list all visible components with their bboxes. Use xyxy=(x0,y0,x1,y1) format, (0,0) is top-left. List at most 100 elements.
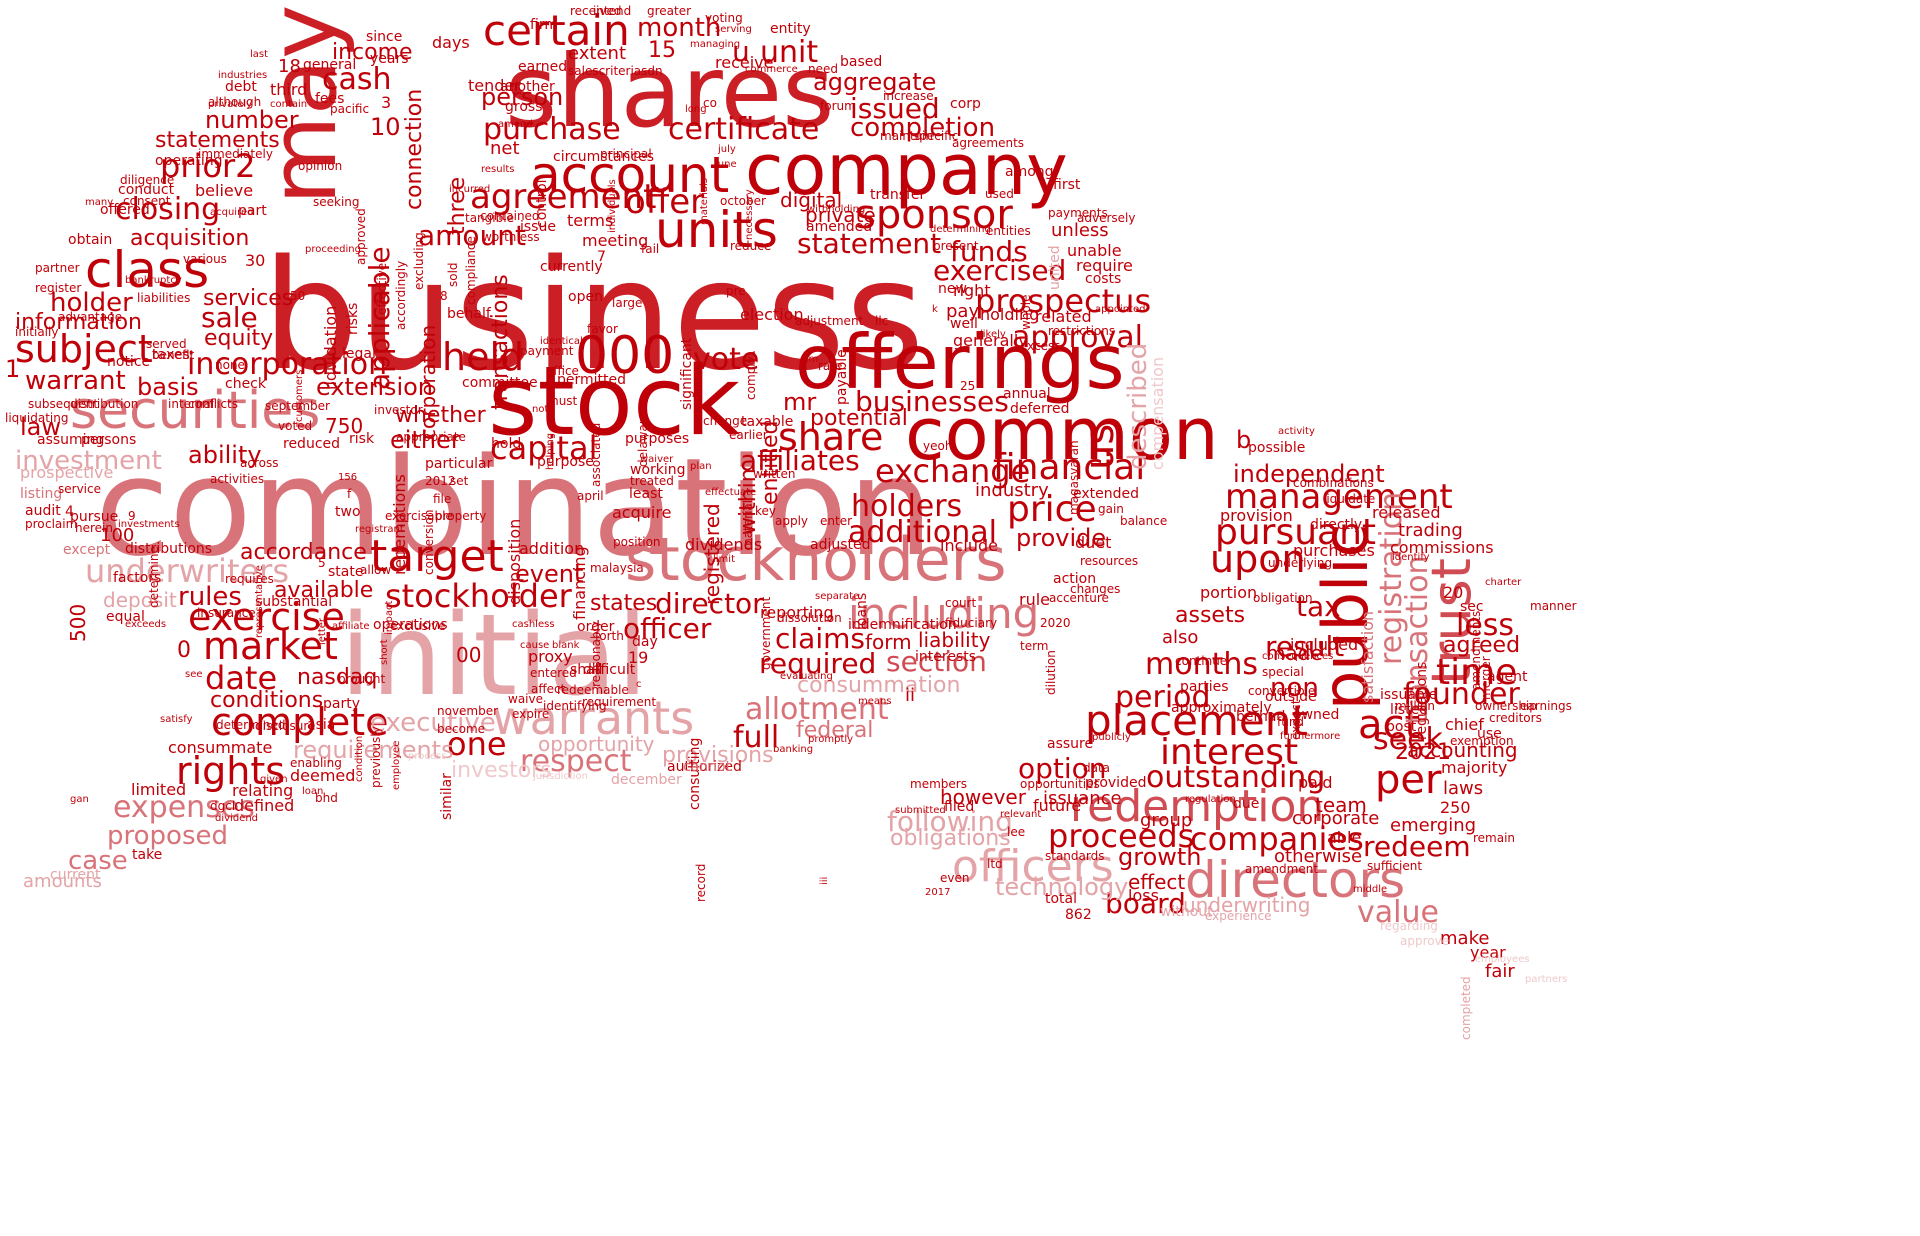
cloud-word-compliance: compliance xyxy=(464,236,478,305)
cloud-word-provide: provide xyxy=(1016,524,1107,552)
cloud-word-among: among xyxy=(1005,164,1054,180)
cloud-word-upon: upon xyxy=(1210,537,1306,581)
cloud-word-law: law xyxy=(20,413,62,441)
cloud-word-required: required xyxy=(759,647,877,680)
cloud-word-investors: investors xyxy=(451,758,552,783)
cloud-word-gain: gain xyxy=(1098,502,1124,516)
cloud-word-first: first xyxy=(1053,177,1081,193)
cloud-word-amendments: amendments xyxy=(1469,610,1483,690)
cloud-word-regarding: regarding xyxy=(1380,919,1438,933)
cloud-word-net: net xyxy=(490,138,520,159)
cloud-word-firm: firm xyxy=(530,17,558,33)
cloud-word-election: election xyxy=(740,305,804,324)
cloud-word-charter: charter xyxy=(1485,577,1522,588)
cloud-word-period: period xyxy=(1115,680,1211,715)
cloud-word-exchange: exchange xyxy=(875,452,1031,490)
cloud-word-partner: partner xyxy=(35,261,80,275)
cloud-word-n30: 30 xyxy=(245,251,266,270)
cloud-word-entity: entity xyxy=(770,21,811,37)
cloud-word-standards: standards xyxy=(1045,849,1105,863)
cloud-word-tangible: tangible xyxy=(465,211,514,225)
cloud-word-cash: cash xyxy=(322,62,392,97)
cloud-word-consequences: consequences xyxy=(1262,651,1334,662)
cloud-word-operations: operations xyxy=(373,617,448,633)
cloud-word-technology: technology xyxy=(995,873,1129,901)
cloud-word-equity: equity xyxy=(204,326,274,351)
cloud-word-persons: persons xyxy=(81,432,137,448)
cloud-word-issue: issue xyxy=(520,219,556,235)
cloud-word-common: common xyxy=(905,392,1219,476)
cloud-word-last: last xyxy=(250,49,269,60)
cloud-word-special: special xyxy=(1262,665,1304,679)
cloud-word-identical: identical xyxy=(540,336,583,347)
cloud-word-adjustment: adjustment xyxy=(795,314,864,328)
cloud-word-materials: materials xyxy=(699,178,710,225)
cloud-word-effectuate: effectuate xyxy=(705,487,757,498)
cloud-word-growth: growth xyxy=(1118,843,1202,871)
cloud-word-claims: claims xyxy=(775,622,865,655)
cloud-word-iii: iii xyxy=(819,876,830,885)
cloud-word-holder: holder xyxy=(50,288,133,318)
cloud-word-services: services xyxy=(203,286,294,311)
cloud-word-statement: statement xyxy=(797,227,942,260)
cloud-word-portion: portion xyxy=(1200,583,1258,602)
cloud-word-large: large xyxy=(612,296,643,310)
cloud-word-prospectus: prospectus xyxy=(975,282,1152,320)
cloud-word-bankruptcy: bankruptcy xyxy=(125,275,182,286)
cloud-word-n2021: 2021 xyxy=(1395,740,1451,765)
cloud-word-enabling: enabling xyxy=(290,756,342,770)
cloud-word-unit: unit xyxy=(760,35,819,70)
cloud-word-dilution: dilution xyxy=(1044,650,1058,695)
cloud-word-class: class xyxy=(85,241,210,299)
cloud-word-requires: requires xyxy=(225,572,274,586)
cloud-word-deposit: deposit xyxy=(103,588,177,612)
cloud-word-united: united xyxy=(1047,245,1063,290)
cloud-word-action: action xyxy=(1053,571,1097,587)
cloud-word-liquidating: liquidating xyxy=(5,411,69,425)
cloud-word-dgcl: dgcl xyxy=(210,799,236,813)
cloud-word-corporation: corporation xyxy=(416,324,440,440)
cloud-word-current: current xyxy=(50,867,101,883)
cloud-word-c: c xyxy=(636,679,642,690)
cloud-word-likely: likely xyxy=(980,329,1006,340)
cloud-word-forum: forum xyxy=(820,99,856,113)
cloud-word-conflicts: conflicts xyxy=(188,397,238,411)
cloud-word-amended: amended xyxy=(806,219,873,235)
cloud-word-allotment: allotment xyxy=(745,692,889,727)
cloud-word-treated: treated xyxy=(630,474,674,488)
cloud-word-board: board xyxy=(1105,887,1186,920)
cloud-word-earned: earned xyxy=(518,59,568,75)
cloud-word-fees: fees xyxy=(315,91,345,107)
cloud-word-one: one xyxy=(447,725,507,763)
cloud-word-sale: sale xyxy=(201,301,258,334)
cloud-word-distribution: distribution xyxy=(70,397,139,411)
cloud-word-otherwise: otherwise xyxy=(1274,846,1363,867)
cloud-word-affect: affect xyxy=(531,682,566,696)
cloud-word-herein: herein xyxy=(75,521,113,535)
cloud-word-pro: pro xyxy=(25,517,45,531)
cloud-word-n9: 9 xyxy=(128,509,136,523)
cloud-word-letter: letter xyxy=(317,617,328,645)
cloud-word-serving: serving xyxy=(715,24,752,35)
cloud-word-directly: directly xyxy=(1310,517,1363,533)
cloud-word-assure: assure xyxy=(1047,736,1094,752)
cloud-word-investor: investor xyxy=(374,403,423,417)
cloud-word-target: target xyxy=(370,531,504,582)
cloud-word-co: co xyxy=(703,96,717,110)
cloud-word-previously: previously xyxy=(369,726,383,788)
cloud-word-employees: employees xyxy=(1475,954,1530,965)
cloud-word-debt: debt xyxy=(225,79,257,95)
cloud-word-value: value xyxy=(1357,895,1439,930)
cloud-word-result: result xyxy=(1265,630,1345,663)
cloud-word-entered: entered xyxy=(530,666,577,680)
cloud-word-financial: financial xyxy=(993,447,1146,488)
cloud-word-sold: sold xyxy=(446,262,460,287)
cloud-word-held: held xyxy=(442,335,525,379)
cloud-word-berhad: berhad xyxy=(1236,709,1286,725)
cloud-word-exemption: exemption xyxy=(1450,734,1514,748)
cloud-word-assuming: assuming xyxy=(37,432,105,448)
cloud-word-individuals: individuals xyxy=(607,179,618,233)
cloud-word-stock: stock xyxy=(488,347,741,457)
cloud-word-waive: waive xyxy=(508,692,543,706)
cloud-word-approximately: approximately xyxy=(1171,700,1272,716)
